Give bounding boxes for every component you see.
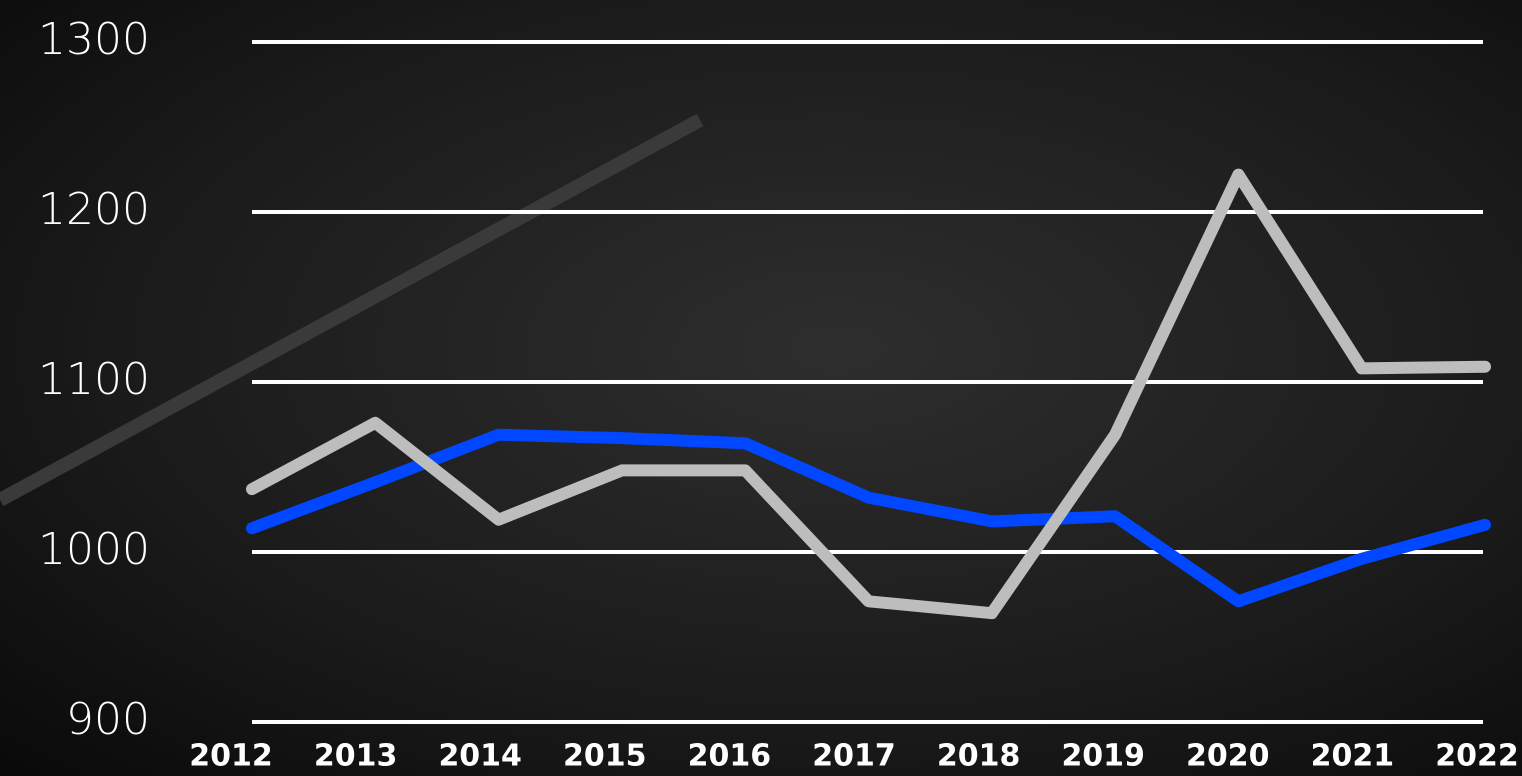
x-tick-label: 2013 xyxy=(314,739,398,774)
y-tick-label: 900 xyxy=(66,694,150,745)
data-line xyxy=(246,428,1491,608)
x-tick-label: 2021 xyxy=(1311,739,1395,774)
x-tick-label: 2022 xyxy=(1435,739,1519,774)
x-tick-label: 2012 xyxy=(189,739,273,774)
y-tick-label: 1100 xyxy=(38,354,150,405)
x-tick-label: 2018 xyxy=(937,739,1021,774)
x-tick-label: 2019 xyxy=(1061,739,1145,774)
x-tick-label: 2015 xyxy=(563,739,647,774)
y-tick-label: 1300 xyxy=(38,14,150,65)
x-tick-label: 2016 xyxy=(688,739,772,774)
x-tick-label: 2014 xyxy=(438,739,522,774)
x-tick-label: 2020 xyxy=(1186,739,1270,774)
x-tick-label: 2017 xyxy=(812,739,896,774)
y-tick-label: 1200 xyxy=(38,184,150,235)
background-pipe xyxy=(0,113,704,507)
y-tick-label: 1000 xyxy=(38,524,150,575)
data-line xyxy=(246,168,1491,620)
